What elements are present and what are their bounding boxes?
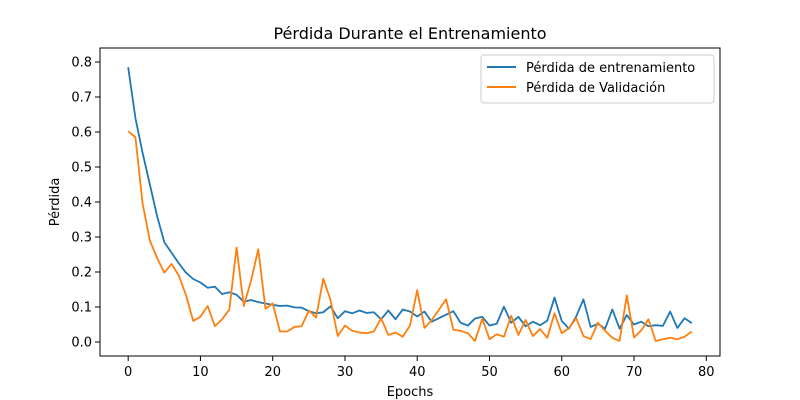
y-tick-label: 0.7 (71, 91, 92, 106)
y-tick-label: 0.2 (71, 266, 92, 281)
y-axis: 0.0 0.1 0.2 0.3 0.4 0.5 0.6 0.7 0.8 (71, 56, 100, 351)
x-axis-title: Epochs (387, 385, 434, 400)
legend-label-validation: Pérdida de Validación (526, 81, 665, 96)
x-tick-label: 80 (698, 365, 715, 380)
x-tick-label: 10 (192, 365, 209, 380)
y-tick-label: 0.1 (71, 301, 92, 316)
x-tick-label: 30 (337, 365, 354, 380)
series-layer (127, 67, 693, 342)
x-tick-label: 70 (626, 365, 643, 380)
y-tick-label: 0.0 (71, 336, 92, 351)
x-tick-label: 20 (264, 365, 281, 380)
y-tick-label: 0.5 (71, 161, 92, 176)
x-tick-label: 0 (124, 365, 132, 380)
y-tick-label: 0.6 (71, 126, 92, 141)
series-line-validation-loss (127, 130, 693, 342)
y-tick-label: 0.4 (71, 196, 92, 211)
y-tick-label: 0.3 (71, 231, 92, 246)
x-tick-label: 50 (481, 365, 498, 380)
y-axis-title: Pérdida (48, 178, 63, 227)
x-tick-label: 60 (553, 365, 570, 380)
chart-title: Pérdida Durante el Entrenamiento (273, 24, 546, 43)
legend-box (480, 54, 715, 104)
legend-label-training: Pérdida de entrenamiento (526, 61, 695, 76)
x-axis: 0 10 20 30 40 50 60 70 80 (124, 356, 715, 380)
y-tick-label: 0.8 (71, 56, 92, 71)
x-tick-label: 40 (409, 365, 426, 380)
legend: Pérdida de entrenamiento Pérdida de Vali… (480, 54, 715, 104)
